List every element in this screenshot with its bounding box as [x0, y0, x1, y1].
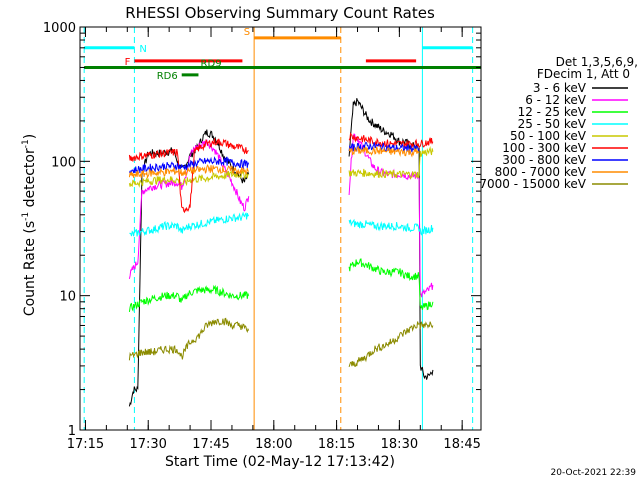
legend-header-1: Det 1,3,5,6,9, — [556, 55, 638, 69]
series-line — [348, 145, 420, 158]
legend-label: 800 - 7000 keV — [495, 165, 587, 179]
series-line — [348, 321, 434, 368]
chart-title: RHESSI Observing Summary Count Rates — [125, 4, 435, 22]
legend-label: 6 - 12 keV — [525, 93, 587, 107]
y-tick-label: 10 — [59, 290, 76, 305]
x-tick-label: 17:45 — [192, 437, 229, 452]
footer-date: 20-Oct-2021 22:39 — [551, 468, 637, 478]
legend-label: 7000 - 15000 keV — [479, 177, 586, 191]
x-tick-label: 17:30 — [129, 437, 166, 452]
y-axis-label: Count Rate (s-1 detector-1) — [21, 134, 38, 316]
series-line — [348, 218, 434, 236]
series-line — [348, 258, 434, 311]
plot-frame — [79, 26, 482, 431]
x-tick-label: 18:45 — [443, 437, 480, 452]
legend-header-2: FDecim 1, Att 0 — [537, 67, 630, 81]
legend: Det 1,3,5,6,9, FDecim 1, Att 0 3 - 6 keV… — [479, 55, 638, 191]
series-line — [348, 132, 434, 149]
legend-label: 25 - 50 keV — [518, 117, 587, 131]
x-tick-label: 18:15 — [318, 437, 355, 452]
flag-label-n: N — [139, 44, 146, 55]
legend-label: 3 - 6 keV — [533, 81, 587, 95]
series-line — [128, 317, 250, 361]
x-axis-label: Start Time (02-May-12 17:13:42) — [165, 454, 395, 470]
x-tick-label: 18:00 — [255, 437, 292, 452]
flag-label-rd9: RD9 — [201, 58, 222, 69]
y-tick-label: 100 — [51, 155, 76, 170]
x-tick-label: 17:15 — [67, 437, 104, 452]
legend-label: 100 - 300 keV — [502, 141, 586, 155]
y-tick-label: 1 — [68, 424, 76, 439]
y-tick-label: 1000 — [43, 21, 76, 36]
flag-label-s: S — [244, 27, 250, 38]
flag-label-rd6: RD6 — [157, 71, 178, 82]
x-tick-label: 18:30 — [381, 437, 418, 452]
legend-label: 12 - 25 keV — [518, 105, 587, 119]
legend-label: 300 - 800 keV — [502, 153, 586, 167]
series-line — [128, 164, 250, 180]
flag-label-f: F — [125, 57, 131, 68]
plot-area: N S F RD9 RD6 1 10 100 1000 17:15 17:30 17:45 18:00 1… — [43, 21, 482, 452]
series-line — [128, 138, 249, 214]
series-line — [128, 170, 249, 188]
series-line — [128, 284, 250, 312]
legend-label: 50 - 100 keV — [510, 129, 587, 143]
series-line — [348, 145, 434, 180]
series-line — [129, 211, 250, 237]
